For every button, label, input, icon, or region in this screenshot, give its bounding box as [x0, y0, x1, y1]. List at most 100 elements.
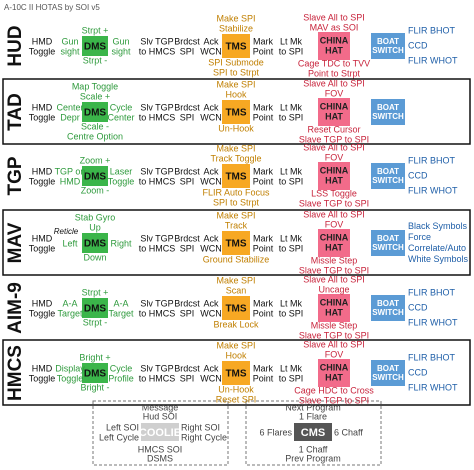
tms-down: FLIR Auto Focus [202, 187, 270, 197]
tms-down: Break Lock [213, 319, 259, 329]
dms-down: Scale - [81, 121, 109, 131]
dms-right: Right [110, 238, 132, 248]
tms-label: TMS [225, 42, 246, 53]
ltmk: Lt Mk [280, 36, 303, 46]
boat-option: FLIR WHOT [408, 185, 458, 195]
tms-up: Make SPI [216, 79, 255, 89]
dms-up: Strpt + [82, 287, 109, 297]
china-label: HAT [325, 307, 343, 317]
dms-label: DMS [84, 108, 107, 119]
soi-label: AIM-9 [5, 282, 26, 334]
boat-option: CCD [408, 302, 428, 312]
cms-frame [245, 400, 382, 466]
china-box [318, 229, 350, 257]
coolie-right: Right SOI [181, 422, 220, 432]
china-up: Uncage [318, 284, 349, 294]
ack: WCN [200, 176, 222, 186]
mark: Point [253, 112, 274, 122]
cms-down: Prev Program [285, 453, 341, 463]
dms-up: Strpt + [82, 25, 109, 35]
tms-up: Hook [225, 350, 247, 360]
boat-option: FLIR BHOT [408, 352, 456, 362]
dms-left: TGP on [55, 166, 86, 176]
coolie-up: Message [142, 402, 179, 412]
slv: to HMCS [139, 46, 176, 56]
slv: to HMCS [139, 112, 176, 122]
coolie-right: Right Cycle [181, 432, 227, 442]
ack: Ack [203, 166, 219, 176]
tms-label: TMS [225, 369, 246, 380]
boat-option: Black Symbols [408, 221, 468, 231]
cms-up: 1 Flare [299, 411, 327, 421]
dms-box [82, 102, 108, 122]
dms-down: Down [83, 252, 106, 262]
dms-right: Toggle [108, 176, 135, 186]
dms-left: A-A [62, 298, 77, 308]
ack: WCN [200, 112, 222, 122]
dms-left: Left [62, 238, 78, 248]
tms-down: Reset SPI [216, 394, 257, 404]
dms-down: Zoom - [81, 185, 110, 195]
china-box [318, 98, 350, 126]
ack: Ack [203, 363, 219, 373]
dms-up: Scale + [80, 91, 110, 101]
dms-down: Strpt - [83, 317, 108, 327]
ltmk: Lt Mk [280, 166, 303, 176]
tms-down: SPI to Strpt [213, 67, 260, 77]
china-up: Slave All to SPI [303, 12, 365, 22]
china-label: CHINA [320, 165, 349, 175]
dms-right: Laser [110, 166, 133, 176]
dms-left: HMD [60, 176, 81, 186]
ltmk: Lt Mk [280, 102, 303, 112]
far-left: HMD [32, 298, 53, 308]
china-label: CHINA [320, 232, 349, 242]
slv: Slv TGP [140, 102, 173, 112]
brdcst: Brdcst [174, 363, 200, 373]
coolie-up: Hud SOI [143, 411, 178, 421]
cms-label: CMS [301, 427, 325, 439]
far-left: Toggle [29, 46, 56, 56]
boat-option: Correlate/Auto [408, 243, 466, 253]
china-label: CHINA [320, 362, 349, 372]
boat-option: Force [408, 232, 431, 242]
boat-box [371, 295, 405, 321]
boat-label: BOAT [377, 103, 399, 112]
dms-right: Cycle [110, 102, 133, 112]
cms-left: 6 Flares [259, 427, 292, 437]
far-left: HMD [32, 102, 53, 112]
slv: to HMCS [139, 308, 176, 318]
dms-right: Cycle [110, 363, 133, 373]
china-down: Missle Step [311, 255, 358, 265]
dms-down: Strpt - [83, 55, 108, 65]
china-box [318, 294, 350, 322]
china-down: Slave TGP to SPI [299, 330, 369, 340]
cms-up: Next Program [285, 402, 341, 412]
tms-up: Scan [226, 285, 247, 295]
brdcst: SPI [180, 308, 195, 318]
dms-box [82, 363, 108, 383]
soi-label: TAD [5, 93, 26, 131]
tms-up: Stabilize [219, 23, 253, 33]
dms-up: Map Toggle [72, 81, 118, 91]
china-up: FOV [325, 349, 344, 359]
coolie-label: COOLIE [139, 427, 181, 439]
tms-down: Un-Hook [218, 123, 254, 133]
brdcst: Brdcst [174, 166, 200, 176]
ltmk: to SPI [279, 373, 304, 383]
slv: Slv TGP [140, 233, 173, 243]
tms-up: Make SPI [216, 143, 255, 153]
china-down: Reset Cursor [307, 124, 360, 134]
ack: WCN [200, 46, 222, 56]
dms-right: A-A [113, 298, 128, 308]
brdcst: Brdcst [174, 102, 200, 112]
ack: Ack [203, 102, 219, 112]
china-down: Missle Step [311, 320, 358, 330]
dms-up: Stab Gyro [75, 212, 116, 222]
brdcst: Brdcst [174, 36, 200, 46]
china-label: HAT [325, 242, 343, 252]
china-label: CHINA [320, 297, 349, 307]
ack: WCN [200, 243, 222, 253]
tms-down: Ground Stabilize [203, 254, 270, 264]
china-down: Slave TGP to SPI [299, 134, 369, 144]
tms-label: TMS [225, 239, 246, 250]
